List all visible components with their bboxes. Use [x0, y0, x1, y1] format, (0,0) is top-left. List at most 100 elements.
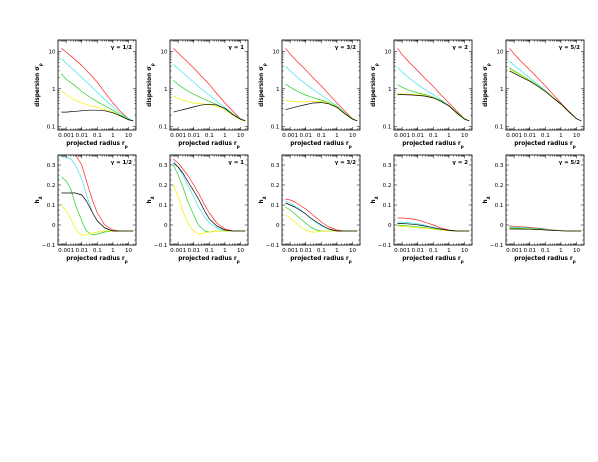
plot-frame [505, 154, 585, 246]
x-axis-label: projected radius rp [290, 256, 352, 264]
y-tick-label: 0.1 [271, 203, 280, 209]
series-line-cyan [61, 58, 134, 122]
series-line-green [61, 176, 134, 236]
panel-top-1: 0.001 0.01 0.1 1 10 0.1 1 10 γ = 1 projected radi… [147, 39, 249, 149]
x-tick-label: 1 [111, 133, 115, 139]
series-line-cyan [285, 200, 358, 232]
x-tick-label: 1 [447, 133, 451, 139]
y-tick-label: 0.3 [47, 163, 56, 169]
panel-title: γ = 3/2 [335, 160, 357, 166]
y-tick-label: 0.3 [271, 163, 280, 169]
x-tick-label: 1 [335, 248, 339, 254]
x-tick-label: 10 [573, 133, 581, 139]
panel-title: γ = 1 [228, 160, 244, 166]
series-group [61, 155, 134, 236]
series-line-yellow [173, 95, 246, 122]
x-tick-label: 10 [125, 133, 133, 139]
series-line-green [285, 83, 358, 122]
panel-bottom-4: 0.001 0.01 0.1 1 10 −0.1 0 0.1 0.2 0.3 γ = 5/2 proj… [483, 154, 585, 264]
series-line-green [61, 73, 134, 122]
x-tick-label: 10 [349, 133, 357, 139]
series-line-black [397, 94, 470, 122]
series-group [509, 225, 582, 232]
series-group [285, 198, 358, 233]
x-tick-label: 0.001 [170, 133, 186, 139]
x-tick-label: 1 [111, 248, 115, 254]
y-tick-label: 0.1 [47, 124, 56, 130]
x-tick-label: 0.01 [76, 248, 89, 254]
y-tick-label: 0.1 [383, 124, 392, 130]
series-line-yellow [173, 184, 246, 235]
x-tick-label: 0.001 [58, 133, 74, 139]
plot-frame [57, 39, 137, 131]
series-group [61, 48, 134, 122]
panel-bottom-3: 0.001 0.01 0.1 1 10 −0.1 0 0.1 0.2 0.3 γ = 2 projec… [371, 154, 473, 264]
plot-frame [169, 154, 249, 246]
y-tick-label: 0.2 [271, 183, 280, 189]
series-line-green [397, 84, 470, 122]
x-tick-label: 10 [237, 248, 245, 254]
x-tick-label: 1 [447, 248, 451, 254]
x-tick-label: 0.1 [429, 248, 438, 254]
series-group [397, 48, 470, 122]
x-tick-label: 0.1 [93, 133, 102, 139]
y-tick-label: −0.1 [266, 243, 280, 249]
y-tick-label: 0.2 [495, 183, 504, 189]
series-line-green [285, 206, 358, 232]
y-tick-label: 0 [276, 223, 280, 229]
panel-title: γ = 2 [452, 160, 468, 166]
plot-frame [169, 39, 249, 131]
y-tick-label: −0.1 [378, 243, 392, 249]
series-line-red [397, 48, 470, 122]
series-line-black [397, 223, 470, 232]
y-tick-label: 10 [272, 49, 280, 55]
x-tick-label: 0.1 [205, 133, 214, 139]
x-tick-label: 0.01 [188, 248, 201, 254]
x-axis-label: projected radius rp [514, 256, 576, 264]
series-line-black [509, 228, 582, 232]
y-tick-label: 10 [48, 49, 56, 55]
x-tick-label: 0.01 [524, 248, 537, 254]
series-line-black [173, 162, 246, 232]
y-tick-label: 0.3 [495, 163, 504, 169]
x-tick-label: 0.1 [429, 133, 438, 139]
x-tick-label: 0.001 [58, 248, 74, 254]
y-tick-label: 0.2 [47, 183, 56, 189]
y-tick-label: 0.1 [495, 124, 504, 130]
x-tick-label: 1 [335, 133, 339, 139]
y-tick-label: 0.2 [383, 183, 392, 189]
x-axis-label: projected radius rp [178, 141, 240, 149]
plot-frame [281, 154, 361, 246]
x-tick-label: 0.001 [394, 248, 410, 254]
series-line-red [285, 48, 358, 122]
y-tick-label: −0.1 [490, 243, 504, 249]
x-tick-label: 0.1 [317, 248, 326, 254]
x-axis-label: projected radius rp [514, 141, 576, 149]
y-axis-label: dispersion σp [147, 63, 155, 107]
y-tick-label: 1 [164, 87, 168, 93]
x-tick-label: 0.001 [506, 133, 522, 139]
series-line-black [173, 103, 246, 122]
y-tick-label: 0.3 [159, 163, 168, 169]
x-tick-label: 0.001 [282, 133, 298, 139]
panel-top-3: 0.001 0.01 0.1 1 10 0.1 1 10 γ = 2 projected radi… [371, 39, 473, 149]
y-tick-label: −0.1 [42, 243, 56, 249]
x-tick-label: 0.1 [93, 248, 102, 254]
x-tick-label: 10 [461, 133, 469, 139]
series-line-red [509, 48, 582, 122]
series-group [397, 217, 470, 232]
y-axis-label: h4 [259, 196, 267, 203]
y-axis-label: h4 [371, 196, 379, 203]
y-tick-label: 1 [276, 87, 280, 93]
x-axis-label: projected radius rp [402, 256, 464, 264]
series-group [285, 48, 358, 122]
x-tick-label: 0.01 [76, 133, 89, 139]
panel-top-4: 0.001 0.01 0.1 1 10 0.1 1 10 γ = 5/2 projected ra… [483, 39, 585, 149]
x-tick-label: 10 [125, 248, 133, 254]
x-axis-label: projected radius rp [402, 141, 464, 149]
y-axis-label: h4 [147, 196, 155, 203]
y-tick-label: 0.1 [495, 203, 504, 209]
y-axis-label: dispersion σp [259, 63, 267, 107]
plot-frame [281, 39, 361, 131]
y-tick-label: 0.1 [159, 124, 168, 130]
